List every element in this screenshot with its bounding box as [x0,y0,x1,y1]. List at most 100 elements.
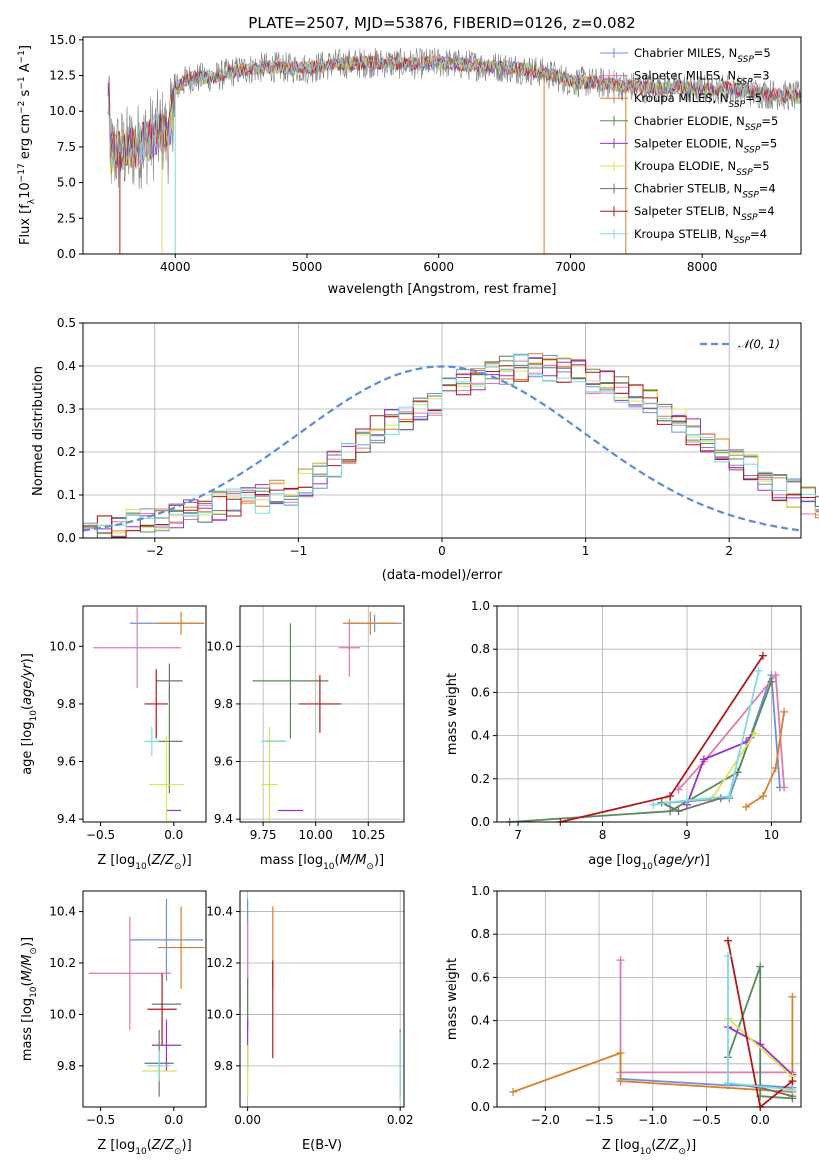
y-tick-label: 10.2 [206,956,233,970]
mass-weight-vs-Z-panel: −2.0 −1.5 −1.0 −0.5 0.0 0.0 0.2 0.4 0.6 0.8 1.0 mas… [445,884,802,1157]
x-tick-label: 8000 [687,260,718,274]
label-part: )] [182,853,192,868]
label-part: Kroupa ELODIE, N [634,159,736,173]
y-tick-label: 10.2 [49,956,76,970]
label-part: λ [27,198,37,204]
age-vs-mass-panel: 9.75 10.00 10.25 9.4 9.6 9.8 10.0 mass [log10(M… [206,605,405,872]
plot-frame [82,36,802,255]
label-part: =5 [745,91,762,105]
label-part: ⊙ [174,862,182,872]
label-part: ( [653,853,658,868]
legend-entry: Kroupa ELODIE, NSSP=5 [634,159,770,178]
x-tick-label: 7000 [555,260,586,274]
label-part: M/M [340,853,367,868]
x-axis-label: (data-model)/error [382,568,503,583]
y-tick-label: 0.2 [471,772,490,786]
x-tick-label: 10.00 [299,828,333,842]
x-tick-label: 10 [764,828,779,842]
label-part: )] [374,853,384,868]
x-tick-label: 0.02 [387,1113,414,1127]
y-tick-label: 0.6 [471,970,490,984]
y-tick-label: 0.3 [57,402,76,416]
label-part: ( [335,853,340,868]
spectrum-line [107,55,801,171]
label-part: =5 [753,159,770,173]
y-tick-label: 1.0 [471,884,490,898]
figure-title: PLATE=2507, MJD=53876, FIBERID=0126, z=0… [248,14,635,32]
legend-entry: Kroupa MILES, NSSP=5 [634,91,762,110]
legend-entry: 𝒩(0, 1) [738,337,780,351]
label-part: Z/Z [151,1138,175,1153]
legend-entry: Salpeter STELIB, NSSP=4 [634,204,775,223]
x-axis-label: wavelength [Angstrom, rest frame] [328,282,557,297]
y-axis-label: mass weight [445,958,460,1040]
label-part: =4 [759,182,776,196]
x-axis-label: age [log10(age/yr)] [588,853,710,872]
mass-weight-vs-age-panel: 7 8 9 10 0.0 0.2 0.4 0.6 0.8 1.0 mass weight age [l… [445,599,802,872]
y-axis-label: Flux [fλ10−17 erg cm−2 s−1 A−1] [17,45,37,245]
label-part: Z [log [602,1138,640,1153]
label-part: age/yr [20,662,35,705]
label-part: SSP [734,236,751,246]
mass-vs-ebv-panel: 0.00 0.02 9.8 10.0 10.2 10.4 E(B-V) [206,890,414,1153]
label-part: ⊙ [678,1147,686,1157]
label-part: SSP [744,145,761,155]
label-part: Kroupa MILES, N [634,91,729,105]
series-line [727,966,793,1100]
legend-entry: Chabrier STELIB, NSSP=4 [634,182,776,201]
y-tick-label: 10.0 [206,1007,233,1021]
label-part: 10 [135,1147,147,1157]
y-tick-label: 0.2 [471,1057,490,1071]
y-tick-label: 15.0 [49,33,76,47]
label-part: Z/Z [655,1138,679,1153]
y-tick-label: 9.4 [214,812,233,826]
y-tick-label: 9.8 [214,1059,233,1073]
x-tick-label: 8 [599,828,607,842]
label-part: SSP [736,78,753,88]
label-part: −1 [17,76,27,89]
y-tick-label: 0.4 [57,359,76,373]
label-part: 10 [18,182,33,199]
x-tick-label: −1 [290,544,308,558]
label-part: A [18,63,33,76]
x-tick-label: 5000 [292,260,323,274]
series-line [560,655,764,822]
series-line [727,1017,794,1078]
label-part: ⊙ [29,947,39,955]
spectrum-panel: 4000 5000 6000 7000 8000 0.0 2.5 5.0 7.5 10.0 12.5… [17,33,802,297]
x-axis-label: E(B-V) [302,1138,342,1153]
residuals-panel: −2 −1 0 1 2 0.0 0.1 0.2 0.3 0.4 0.5 Normed distribu… [31,316,819,583]
label-part: ( [147,1138,152,1153]
label-part: SSP [742,191,759,201]
y-tick-label: 9.8 [57,697,76,711]
label-part: E(B-V) [302,1138,342,1153]
y-tick-label: 0.0 [471,815,490,829]
label-part: 10 [29,986,39,998]
y-tick-label: 0.2 [57,445,76,459]
x-tick-label: −0.5 [692,1113,721,1127]
legend-entry: Chabrier MILES, NSSP=5 [634,46,771,65]
label-part: Flux [f [18,204,33,245]
series-line [745,711,785,808]
x-tick-label: −1.5 [584,1113,613,1127]
label-part: ( [651,1138,656,1153]
x-tick-label: 9.75 [250,828,277,842]
x-tick-label: 0 [438,544,446,558]
x-tick-label: 7 [514,828,522,842]
label-part: ( [147,853,152,868]
label-part: Chabrier MILES, N [634,46,737,60]
x-tick-label: 6000 [423,260,454,274]
label-part: erg cm [18,114,33,163]
x-tick-label: 0.0 [164,828,183,842]
label-part: 10 [29,710,39,722]
y-tick-label: 10.0 [49,639,76,653]
x-tick-label: 1 [582,544,590,558]
x-axis-label: Z [log10(Z/Z⊙)] [97,853,191,872]
label-part: 10 [135,862,147,872]
label-part: age [log [588,853,641,868]
legend-entry: Chabrier ELODIE, NSSP=5 [634,114,778,133]
y-tick-label: 0.1 [57,488,76,502]
label-part: −17 [17,163,27,182]
label-part: Chabrier ELODIE, N [634,114,745,128]
